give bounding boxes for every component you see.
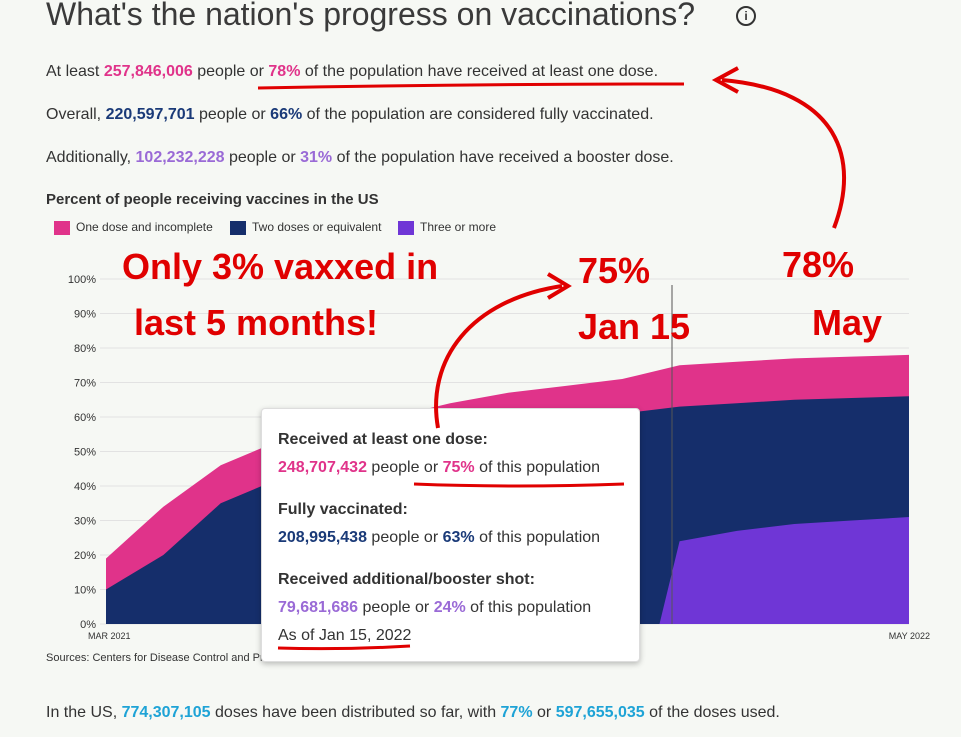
tooltip-full-value: 208,995,438 people or 63% of this popula… bbox=[278, 529, 600, 547]
tooltip-text: people or bbox=[358, 599, 434, 616]
stat-count: 102,232,228 bbox=[135, 149, 225, 166]
summary-text: or bbox=[532, 704, 556, 721]
tooltip-percent: 63% bbox=[442, 529, 475, 546]
tooltip-full-heading: Fully vaccinated: bbox=[278, 501, 408, 518]
legend-item-three-or-more[interactable]: Three or more bbox=[398, 220, 496, 235]
summary-doses: 774,307,105 bbox=[121, 704, 211, 721]
y-tick-label: 10% bbox=[74, 585, 96, 597]
tooltip-count: 248,707,432 bbox=[278, 459, 367, 476]
y-tick-label: 30% bbox=[74, 516, 96, 528]
stat-text: Additionally, bbox=[46, 149, 136, 166]
legend-label: Three or more bbox=[420, 220, 497, 234]
y-tick-label: 20% bbox=[74, 550, 96, 562]
summary-text: doses have been distributed so far, with bbox=[210, 704, 501, 721]
summary-text: In the US, bbox=[46, 704, 122, 721]
legend-item-two-doses[interactable]: Two doses or equivalent bbox=[230, 220, 381, 235]
y-tick-label: 100% bbox=[68, 274, 96, 286]
tooltip-percent: 24% bbox=[433, 599, 466, 616]
stat-text: of the population have received at least… bbox=[300, 63, 659, 80]
y-tick-label: 90% bbox=[74, 309, 96, 321]
tooltip-text: of this population bbox=[474, 459, 601, 476]
tooltip-text: people or bbox=[366, 459, 443, 476]
legend-swatch bbox=[230, 220, 246, 235]
tooltip-text: of this population bbox=[474, 529, 601, 546]
summary-text: of the doses used. bbox=[644, 704, 780, 721]
stat-percent: 66% bbox=[270, 106, 303, 123]
stat-fully-vaccinated: Overall, 220,597,701 people or 66% of th… bbox=[46, 106, 654, 124]
stat-text: At least bbox=[46, 63, 104, 80]
y-tick-label: 0% bbox=[80, 619, 96, 631]
info-icon[interactable]: i bbox=[736, 6, 756, 26]
tooltip-count: 79,681,686 bbox=[278, 599, 359, 616]
stat-percent: 31% bbox=[300, 149, 333, 166]
tooltip-text: people or bbox=[366, 529, 443, 546]
legend-item-one-dose[interactable]: One dose and incomplete bbox=[54, 220, 213, 235]
stat-text: Overall, bbox=[46, 106, 106, 123]
stat-text: people or bbox=[194, 106, 271, 123]
stat-text: people or bbox=[224, 149, 301, 166]
stat-one-dose: At least 257,846,006 people or 78% of th… bbox=[46, 63, 658, 81]
tooltip-booster-value: 79,681,686 people or 24% of this populat… bbox=[278, 599, 591, 617]
stat-text: people or bbox=[192, 63, 269, 80]
tooltip-one-dose-value: 248,707,432 people or 75% of this popula… bbox=[278, 459, 600, 477]
legend-swatch bbox=[398, 220, 414, 235]
chart-title: Percent of people receiving vaccines in … bbox=[46, 191, 379, 208]
tooltip-text: of this population bbox=[465, 599, 592, 616]
y-tick-label: 70% bbox=[74, 378, 96, 390]
annotation-only-3-percent-line2: last 5 months! bbox=[134, 302, 379, 343]
y-tick-label: 60% bbox=[74, 412, 96, 424]
stat-percent: 78% bbox=[268, 63, 301, 80]
tooltip-booster-heading: Received additional/booster shot: bbox=[278, 571, 535, 588]
tooltip-count: 208,995,438 bbox=[278, 529, 367, 546]
stat-count: 257,846,006 bbox=[103, 63, 193, 80]
annotation-jan-date: Jan 15 bbox=[578, 306, 691, 347]
stat-count: 220,597,701 bbox=[105, 106, 195, 123]
distribution-summary: In the US, 774,307,105 doses have been d… bbox=[46, 704, 780, 722]
y-tick-label: 80% bbox=[74, 343, 96, 355]
y-tick-label: 40% bbox=[74, 481, 96, 493]
stat-booster: Additionally, 102,232,228 people or 31% … bbox=[46, 149, 674, 167]
tooltip-as-of-date: As of Jan 15, 2022 bbox=[278, 627, 412, 644]
x-axis-end-label: MAY 2022 bbox=[889, 631, 930, 641]
annotation-only-3-percent-line1: Only 3% vaxxed in bbox=[122, 246, 439, 287]
page-title: What's the nation's progress on vaccinat… bbox=[46, 0, 696, 32]
legend-swatch bbox=[54, 220, 70, 235]
annotation-may-date: May bbox=[812, 302, 883, 343]
area-series-3[interactable] bbox=[659, 517, 909, 624]
annotation-may-percent: 78% bbox=[782, 244, 855, 285]
tooltip-percent: 75% bbox=[442, 459, 475, 476]
summary-used: 597,655,035 bbox=[555, 704, 645, 721]
tooltip-one-dose-heading: Received at least one dose: bbox=[278, 431, 488, 448]
stat-text: of the population are considered fully v… bbox=[302, 106, 654, 123]
legend-label: Two doses or equivalent bbox=[252, 220, 382, 234]
legend-label: One dose and incomplete bbox=[76, 220, 213, 234]
y-axis-ticks: 0% 10% 20% 30% 40% 50% 60% 70% 80% 90% 100% bbox=[68, 274, 96, 631]
sources-text: Sources: Centers for Disease Control and… bbox=[46, 652, 309, 664]
stat-text: of the population have received a booste… bbox=[332, 149, 674, 166]
chart-tooltip: Received at least one dose: 248,707,432 … bbox=[261, 408, 640, 662]
sources-note: Sources: Centers for Disease Control and… bbox=[46, 652, 308, 664]
annotation-jan-percent: 75% bbox=[578, 250, 651, 291]
y-tick-label: 50% bbox=[74, 447, 96, 459]
summary-percent: 77% bbox=[500, 704, 533, 721]
x-axis-start-label: MAR 2021 bbox=[88, 631, 131, 641]
